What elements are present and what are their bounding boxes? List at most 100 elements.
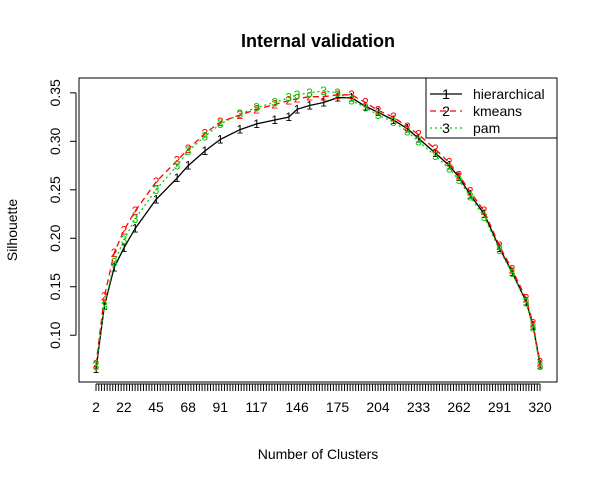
- data-point-hierarchical: 1: [320, 96, 327, 110]
- x-tick-label: 291: [488, 399, 512, 415]
- data-point-kmeans: 2: [481, 204, 488, 218]
- data-point-kmeans: 2: [415, 128, 422, 142]
- data-point-hierarchical: 1: [432, 146, 439, 160]
- series-line-pam: [95, 90, 541, 367]
- data-point-pam: 3: [132, 212, 139, 226]
- legend-marker-pam: 3: [442, 120, 450, 136]
- legend: 1 hierarchical 2 kmeans 3 pam: [425, 77, 558, 139]
- data-point-hierarchical: 1: [509, 265, 516, 279]
- data-point-kmeans: 2: [509, 262, 516, 276]
- data-point-hierarchical: 1: [362, 99, 369, 113]
- data-point-pam: 3: [432, 149, 439, 163]
- data-point-kmeans: 2: [294, 92, 301, 106]
- data-point-kmeans: 2: [446, 156, 453, 170]
- data-point-hierarchical: 1: [93, 362, 100, 376]
- y-tick-label: 0.10: [47, 321, 63, 348]
- x-tick-label: 320: [528, 399, 552, 415]
- data-point-kmeans: 2: [530, 317, 537, 331]
- data-point-pam: 3: [348, 94, 355, 108]
- data-point-hierarchical: 1: [236, 123, 243, 137]
- data-point-kmeans: 2: [285, 94, 292, 108]
- y-tick-label: 0.35: [47, 79, 63, 106]
- legend-marker-hierarchical: 1: [442, 86, 450, 102]
- data-point-pam: 3: [185, 144, 192, 158]
- data-point-kmeans: 2: [390, 110, 397, 124]
- data-point-pam: 3: [523, 295, 530, 309]
- data-point-hierarchical: 1: [185, 159, 192, 173]
- data-point-pam: 3: [285, 91, 292, 105]
- data-point-pam: 3: [271, 96, 278, 110]
- y-tick-label: 0.25: [47, 176, 63, 203]
- x-tick-label: 262: [447, 399, 471, 415]
- data-point-kmeans: 2: [362, 96, 369, 110]
- data-point-pam: 3: [446, 161, 453, 175]
- x-tick-label: 2: [92, 399, 100, 415]
- data-point-pam: 3: [509, 266, 516, 280]
- x-tick-label: 233: [407, 399, 431, 415]
- data-point-hierarchical: 1: [121, 241, 128, 255]
- data-point-pam: 3: [375, 108, 382, 122]
- data-point-hierarchical: 1: [496, 241, 503, 255]
- data-point-hierarchical: 1: [446, 159, 453, 173]
- data-point-hierarchical: 1: [415, 131, 422, 145]
- data-point-kmeans: 2: [271, 97, 278, 111]
- data-point-hierarchical: 1: [285, 110, 292, 124]
- data-point-hierarchical: 1: [132, 222, 139, 236]
- data-point-hierarchical: 1: [481, 207, 488, 221]
- data-point-hierarchical: 1: [375, 105, 382, 119]
- data-point-pam: 3: [496, 243, 503, 257]
- data-point-hierarchical: 1: [294, 102, 301, 116]
- data-point-hierarchical: 1: [271, 113, 278, 127]
- data-point-hierarchical: 1: [537, 357, 544, 371]
- data-point-hierarchical: 1: [467, 188, 474, 202]
- data-point-pam: 3: [253, 100, 260, 114]
- x-tick-label: 117: [245, 399, 268, 415]
- data-point-hierarchical: 1: [202, 144, 209, 158]
- data-point-hierarchical: 1: [348, 91, 355, 105]
- data-point-kmeans: 2: [121, 224, 128, 238]
- data-point-pam: 3: [334, 86, 341, 100]
- data-point-kmeans: 2: [111, 246, 118, 260]
- data-point-hierarchical: 1: [153, 192, 160, 206]
- data-point-pam: 3: [174, 159, 181, 173]
- y-axis-label: Silhouette: [4, 199, 20, 261]
- data-point-pam: 3: [217, 117, 224, 131]
- data-point-kmeans: 2: [132, 204, 139, 218]
- data-point-pam: 3: [101, 299, 108, 313]
- data-point-pam: 3: [467, 190, 474, 204]
- plot-area: [78, 77, 558, 383]
- data-point-kmeans: 2: [404, 120, 411, 134]
- series-line-kmeans: [95, 94, 541, 365]
- legend-box: [425, 77, 558, 139]
- data-point-kmeans: 2: [153, 175, 160, 189]
- legend-label-kmeans: kmeans: [473, 103, 522, 119]
- x-tick-label: 204: [366, 399, 390, 415]
- data-point-kmeans: 2: [348, 88, 355, 102]
- x-tick-label: 68: [180, 399, 196, 415]
- data-point-kmeans: 2: [523, 291, 530, 305]
- y-tick-label: 0.30: [47, 127, 63, 154]
- y-tick-label: 0.15: [47, 273, 63, 300]
- data-point-pam: 3: [530, 320, 537, 334]
- legend-label-pam: pam: [473, 120, 500, 136]
- data-point-kmeans: 2: [174, 154, 181, 168]
- data-point-pam: 3: [306, 86, 313, 100]
- chart-title: Internal validation: [241, 31, 395, 51]
- y-tick-label: 0.20: [47, 224, 63, 251]
- data-point-pam: 3: [481, 210, 488, 224]
- series-line-hierarchical: [95, 97, 541, 370]
- x-tick-label: 91: [212, 399, 228, 415]
- x-tick-label: 146: [285, 399, 309, 415]
- data-point-hierarchical: 1: [217, 132, 224, 146]
- data-point-kmeans: 2: [185, 142, 192, 156]
- x-axis: 2 22 45 68 91 117 146 175 204 233 262 291 320: [92, 383, 552, 415]
- data-point-hierarchical: 1: [334, 91, 341, 105]
- legend-label-hierarchical: hierarchical: [473, 86, 545, 102]
- data-point-kmeans: 2: [375, 103, 382, 117]
- data-point-pam: 3: [456, 173, 463, 187]
- data-point-kmeans: 2: [236, 108, 243, 122]
- data-point-hierarchical: 1: [253, 117, 260, 131]
